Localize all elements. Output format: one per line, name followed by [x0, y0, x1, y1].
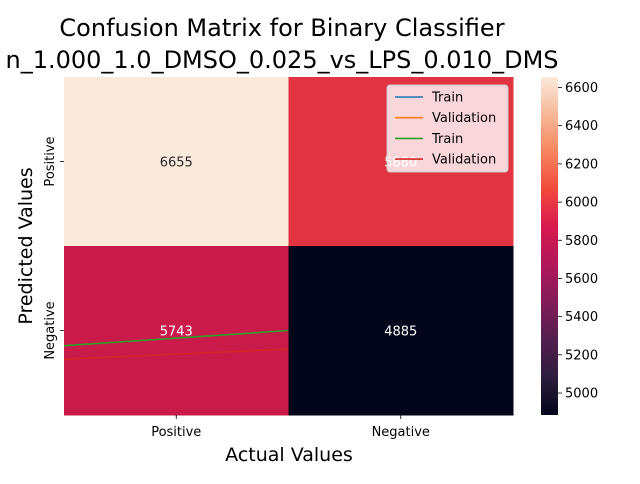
legend-label: Train — [431, 91, 463, 106]
y-tick-label: Negative — [43, 301, 58, 359]
x-axis-label: Actual Values — [225, 444, 353, 466]
overlay-lines — [63, 329, 289, 361]
x-tick-label: Negative — [372, 425, 430, 440]
cell-value-label: 5743 — [160, 325, 193, 340]
heatmap-cell — [64, 77, 289, 247]
legend-label: Validation — [432, 111, 496, 126]
colorbar-tick-label: 5400 — [565, 310, 598, 325]
y-tick-label: Positive — [43, 136, 58, 186]
heatmap-cell — [64, 246, 289, 416]
cell-value-label: 4885 — [384, 325, 417, 340]
x-tick-label: Positive — [151, 425, 201, 440]
y-axis-label: Predicted Values — [15, 167, 37, 324]
heatmap-cells: 6655588057434885 — [64, 77, 514, 416]
legend-label: Validation — [432, 153, 496, 168]
colorbar-tick-label: 6000 — [565, 196, 598, 211]
chart-subtitle: n_1.000_1.0_DMSO_0.025_vs_LPS_0.010_DMS — [5, 46, 558, 74]
colorbar-tick-label: 5600 — [565, 272, 598, 287]
colorbar-tick-label: 5200 — [565, 348, 598, 363]
overlay-line-validation — [63, 348, 289, 361]
colorbar-tick-label: 6200 — [565, 157, 598, 172]
overlay-line-train — [63, 329, 289, 347]
legend: Train Validation Train Validation — [386, 84, 509, 173]
heatmap-cell — [288, 246, 514, 416]
colorbar-tick-label: 5800 — [565, 234, 598, 249]
colorbar-tick-label: 6400 — [565, 119, 598, 134]
colorbar-tick-label: 5000 — [565, 387, 598, 402]
legend-box — [386, 84, 509, 173]
colorbar-tick-label: 6600 — [565, 81, 598, 96]
axes: Positive Negative Positive Negative — [43, 136, 430, 440]
colorbar-gradient — [541, 77, 558, 415]
colorbar: 5000 5200 5400 5600 5800 6000 6200 6400 6600 — [541, 77, 598, 415]
chart-title: Confusion Matrix for Binary Classifier — [59, 14, 504, 42]
legend-label: Train — [431, 132, 463, 147]
cell-value-label: 6655 — [160, 156, 193, 171]
